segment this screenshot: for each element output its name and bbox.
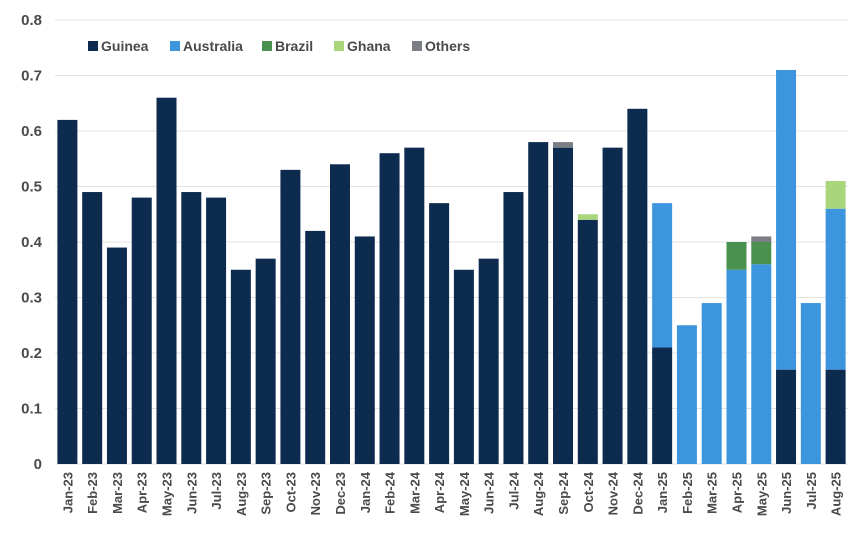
y-tick-label: 0.4 — [21, 234, 43, 251]
bar-ghana-aug-25 — [825, 180, 846, 209]
y-tick-label: 0.5 — [21, 179, 42, 196]
x-tick-label: Mar-24 — [407, 471, 422, 514]
x-tick-label: Aug-25 — [829, 472, 844, 516]
bar-guinea-mar-24 — [404, 147, 425, 464]
legend-swatch-australia — [170, 41, 180, 51]
x-tick-label: Aug-23 — [234, 472, 249, 516]
bar-brazil-may-25 — [751, 242, 772, 265]
y-tick-label: 0 — [34, 456, 42, 473]
x-tick-label: Apr-23 — [135, 472, 150, 513]
bar-guinea-jun-23 — [181, 192, 202, 465]
bar-guinea-jul-23 — [206, 197, 227, 464]
x-tick-label: Jul-25 — [804, 472, 819, 510]
bar-australia-mar-25 — [701, 303, 722, 464]
bar-guinea-may-24 — [453, 269, 474, 464]
x-tick-label: Jul-23 — [209, 472, 224, 510]
y-axis-ticks: 0 0.1 0.2 0.3 0.4 0.5 0.6 0.7 0.8 — [21, 12, 43, 473]
x-tick-label: Sep-23 — [259, 472, 274, 515]
x-tick-label: Jan-25 — [655, 472, 670, 513]
x-tick-label: Feb-25 — [680, 472, 695, 514]
legend-swatch-ghana — [334, 41, 344, 51]
bar-australia-may-25 — [751, 264, 772, 464]
x-tick-label: Apr-25 — [729, 472, 744, 513]
legend-label-brazil: Brazil — [275, 38, 313, 54]
y-tick-label: 0.2 — [21, 345, 42, 362]
x-tick-label: Jan-23 — [60, 472, 75, 513]
x-tick-label: Nov-24 — [606, 471, 621, 515]
bars — [57, 69, 846, 465]
x-tick-label: Jan-24 — [358, 471, 373, 513]
bar-guinea-dec-23 — [329, 164, 350, 465]
bar-guinea-dec-24 — [627, 108, 648, 465]
bar-guinea-feb-23 — [82, 192, 103, 465]
bar-guinea-aug-24 — [528, 142, 549, 464]
bar-australia-feb-25 — [676, 325, 697, 464]
legend-label-guinea: Guinea — [101, 38, 149, 54]
bar-australia-jul-25 — [800, 303, 821, 464]
x-axis-ticks: Jan-23 Feb-23 Mar-23 Apr-23 May-23 Jun-23 Jul-… — [60, 471, 843, 516]
bar-guinea-oct-23 — [280, 169, 301, 464]
x-tick-label: May-24 — [457, 471, 472, 516]
legend-label-ghana: Ghana — [347, 38, 391, 54]
bar-australia-aug-25 — [825, 208, 846, 370]
legend-label-others: Others — [425, 38, 470, 54]
bar-guinea-nov-24 — [602, 147, 623, 464]
bar-guinea-jan-25 — [652, 347, 673, 464]
bar-guinea-jul-24 — [503, 192, 524, 465]
legend-label-australia: Australia — [183, 38, 243, 54]
y-tick-label: 0.6 — [21, 123, 42, 140]
x-tick-label: May-23 — [160, 472, 175, 516]
legend-swatch-others — [412, 41, 422, 51]
bar-others-sep-24 — [553, 142, 574, 148]
x-tick-label: Jun-25 — [779, 472, 794, 514]
bar-guinea-sep-23 — [255, 258, 276, 464]
legend-swatch-guinea — [88, 41, 98, 51]
bar-australia-jun-25 — [776, 69, 797, 370]
bar-guinea-nov-23 — [305, 230, 326, 464]
y-tick-label: 0.3 — [21, 290, 42, 307]
legend-swatch-brazil — [262, 41, 272, 51]
x-tick-label: Mar-25 — [705, 472, 720, 514]
x-tick-label: Oct-24 — [581, 471, 596, 512]
x-tick-label: Dec-24 — [630, 471, 645, 514]
bar-guinea-mar-23 — [106, 247, 127, 464]
bar-guinea-jan-23 — [57, 119, 78, 465]
x-tick-label: Feb-23 — [85, 472, 100, 514]
bar-guinea-jan-24 — [354, 236, 375, 464]
bar-australia-jan-25 — [652, 203, 673, 348]
x-tick-label: Aug-24 — [531, 471, 546, 516]
bar-guinea-jun-24 — [478, 258, 499, 464]
x-tick-label: Nov-23 — [308, 472, 323, 515]
bar-guinea-apr-23 — [131, 197, 152, 464]
bar-guinea-may-23 — [156, 97, 177, 464]
y-tick-label: 0.1 — [21, 401, 42, 418]
legend: Guinea Australia Brazil Ghana Others — [88, 38, 470, 54]
x-tick-label: May-25 — [754, 472, 769, 516]
bar-guinea-jun-25 — [776, 369, 797, 464]
bar-ghana-oct-24 — [577, 214, 598, 220]
bar-guinea-apr-24 — [429, 203, 450, 464]
x-tick-label: Oct-23 — [283, 472, 298, 512]
bar-others-may-25 — [751, 236, 772, 242]
x-tick-label: Apr-24 — [432, 471, 447, 513]
bar-guinea-feb-24 — [379, 153, 400, 464]
x-tick-label: Dec-23 — [333, 472, 348, 515]
bar-guinea-aug-25 — [825, 369, 846, 464]
bar-guinea-aug-23 — [230, 269, 251, 464]
y-tick-label: 0.7 — [21, 68, 42, 85]
bar-australia-apr-25 — [726, 269, 747, 464]
x-tick-label: Feb-24 — [383, 471, 398, 514]
y-tick-label: 0.8 — [21, 12, 42, 29]
x-tick-label: Mar-23 — [110, 472, 125, 514]
bar-guinea-oct-24 — [577, 219, 598, 464]
x-tick-label: Sep-24 — [556, 471, 571, 514]
bar-brazil-apr-25 — [726, 242, 747, 270]
bar-guinea-sep-24 — [553, 147, 574, 464]
x-tick-label: Jul-24 — [506, 471, 521, 509]
x-tick-label: Jun-23 — [184, 472, 199, 514]
x-tick-label: Jun-24 — [482, 471, 497, 514]
